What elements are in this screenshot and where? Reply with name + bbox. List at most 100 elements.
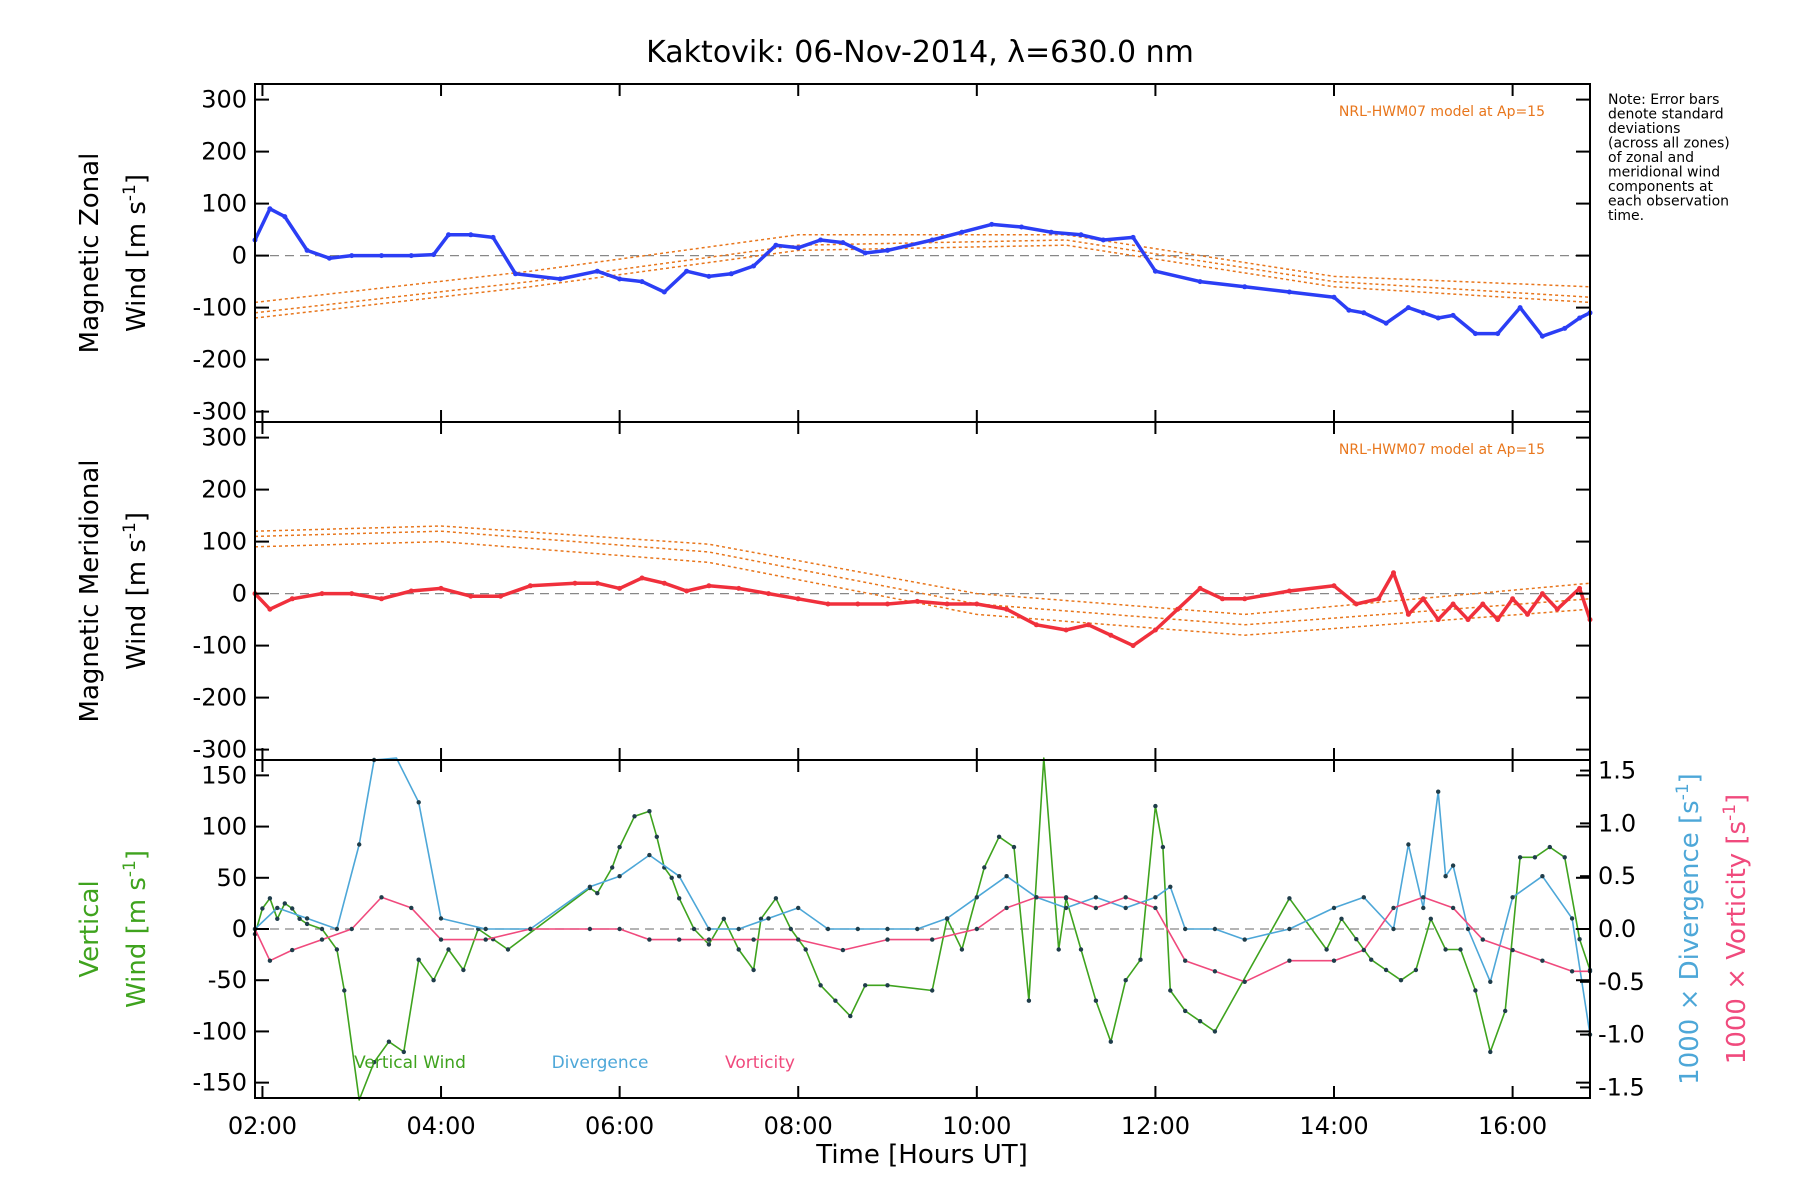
series-0-point xyxy=(840,240,846,246)
y-tick-label: -300 xyxy=(193,398,247,426)
series-0-point xyxy=(914,598,920,604)
series-0-point xyxy=(1577,585,1583,591)
series-0-point xyxy=(706,583,712,589)
vertical-wind-point xyxy=(647,809,652,814)
divergence-point xyxy=(1569,916,1575,921)
note-line: components at xyxy=(1608,179,1714,195)
series-0-point xyxy=(728,271,734,277)
vertical-wind-point xyxy=(1577,937,1582,942)
vorticity-point xyxy=(1450,905,1456,911)
vertical-wind-point xyxy=(1212,1029,1218,1034)
meridional-ylabel-line2: Wind [m s-1] xyxy=(120,512,152,670)
x-tick-label: 04:00 xyxy=(406,1112,475,1140)
vorticity-point xyxy=(267,958,273,963)
vertical-wind-point xyxy=(632,814,637,819)
series-0-point xyxy=(1450,601,1456,607)
series-0-point xyxy=(408,253,414,259)
series-0-point xyxy=(1004,606,1010,612)
vertical-wind-point xyxy=(959,947,965,952)
y-tick-label: -200 xyxy=(193,684,247,712)
y2-tick-label: -1.5 xyxy=(1598,1073,1645,1101)
series-0-point xyxy=(989,221,995,227)
divergence-point xyxy=(1443,874,1448,879)
vorticity-point xyxy=(1153,905,1158,911)
vertical-wind-point xyxy=(1011,844,1017,850)
y-tick-label: 0 xyxy=(232,242,247,270)
vertical-wind-point xyxy=(371,1060,377,1065)
series-0-point xyxy=(1130,643,1136,649)
divergence-point xyxy=(1361,895,1367,900)
vorticity-point xyxy=(1361,947,1367,953)
series-0-point xyxy=(304,247,310,253)
y2-tick-label: 1.5 xyxy=(1598,757,1636,785)
series-0-point xyxy=(944,601,950,607)
y-tick-label: 100 xyxy=(201,528,247,556)
vertical-wind-point xyxy=(446,947,451,952)
divergence-point xyxy=(304,916,310,921)
vorticity-axis-title: 1000 × Vorticity [s-1] xyxy=(1720,794,1752,1064)
vertical-wind-point xyxy=(803,947,808,952)
divergence-point xyxy=(416,800,421,805)
series-0-point xyxy=(468,232,474,238)
vertical-wind-point xyxy=(595,891,600,896)
series-0-point xyxy=(1480,601,1486,607)
y-tick-label: -300 xyxy=(193,736,247,764)
zonal-y-axis-title: Magnetic Zonal Wind [m s-1] xyxy=(75,153,152,354)
model-curve-2 xyxy=(254,525,1591,616)
vertical-wind-point xyxy=(996,834,1002,839)
vorticity-point xyxy=(587,926,593,932)
series-0-point xyxy=(468,593,474,599)
vorticity-point xyxy=(1242,979,1247,984)
legend-item: Vorticity xyxy=(725,1053,795,1073)
divergence-point xyxy=(1540,874,1545,879)
y-tick-label: 300 xyxy=(201,424,247,452)
vorticity-point xyxy=(647,937,652,942)
vertical-wind-point xyxy=(833,998,838,1003)
series-0-point xyxy=(572,580,578,586)
series-0-point xyxy=(1465,617,1471,623)
vertical-wind-point xyxy=(1339,916,1344,921)
vertical-wind-point xyxy=(401,1049,406,1055)
divergence-point xyxy=(796,905,801,911)
series-0-point xyxy=(661,289,667,295)
series-0-point xyxy=(929,237,935,243)
series-0-point xyxy=(1078,232,1084,238)
series-0-point xyxy=(818,237,824,243)
series-0-point xyxy=(974,601,980,607)
vertical-wind-point xyxy=(297,916,302,921)
divergence-point xyxy=(944,916,950,921)
series-0-point xyxy=(282,214,288,220)
vertical-wind-point xyxy=(1383,967,1389,973)
vorticity-point xyxy=(885,937,890,942)
divergence-line xyxy=(254,757,1591,1035)
vertical-wind-point xyxy=(461,967,466,973)
model-curve-1 xyxy=(254,234,1591,304)
divergence-axis-title: 1000 × Divergence [s-1] xyxy=(1673,773,1705,1085)
series-0-point xyxy=(1435,617,1441,623)
vorticity-point xyxy=(1480,937,1486,942)
series-0-point xyxy=(1420,596,1426,602)
series-0-point xyxy=(527,583,533,589)
series-0-point xyxy=(1219,596,1225,602)
x-tick-label: 06:00 xyxy=(585,1112,654,1140)
vertical-wind-point xyxy=(1153,803,1158,809)
divergence-point xyxy=(766,916,771,921)
series-0-point xyxy=(1554,606,1560,612)
x-axis-title: Time [Hours UT] xyxy=(815,1140,1028,1170)
series-0-point xyxy=(326,255,332,261)
vertical-wind-point xyxy=(275,916,280,921)
vertical-wind-point xyxy=(1160,844,1166,850)
x-tick-label: 16:00 xyxy=(1478,1112,1547,1140)
note-line: meridional wind xyxy=(1608,165,1720,181)
vorticity-point xyxy=(528,926,533,932)
vertical-wind-point xyxy=(319,926,325,932)
y-tick-label: 50 xyxy=(216,864,247,892)
vertical-wind-point xyxy=(617,844,622,850)
divergence-point xyxy=(706,926,712,932)
divergence-point xyxy=(617,874,622,879)
vorticity-point xyxy=(319,937,325,942)
vertical-wind-point xyxy=(334,947,340,952)
divergence-point xyxy=(334,926,340,932)
series-0-point xyxy=(594,580,600,586)
